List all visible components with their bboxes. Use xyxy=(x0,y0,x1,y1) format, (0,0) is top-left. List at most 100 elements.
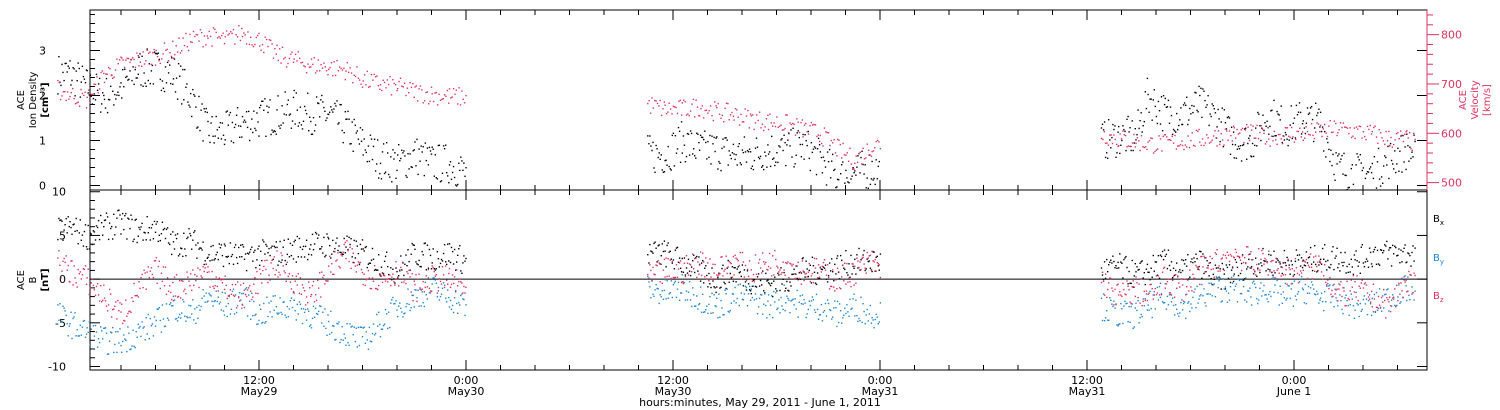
velocity-point xyxy=(812,124,814,126)
bx-point xyxy=(241,256,243,258)
bx-point xyxy=(1182,259,1185,262)
bz-point xyxy=(824,269,827,271)
velocity-point xyxy=(159,62,161,65)
density-point xyxy=(104,107,107,109)
density-point xyxy=(333,108,335,110)
density-point xyxy=(656,148,658,150)
by-point xyxy=(73,316,75,318)
velocity-point xyxy=(1404,133,1406,135)
bx-point xyxy=(1324,244,1326,246)
bx-point xyxy=(76,230,78,232)
bz-point xyxy=(1126,280,1128,282)
by-point xyxy=(387,327,389,330)
bz-point xyxy=(794,277,796,280)
by-point xyxy=(123,334,125,336)
bz-point xyxy=(1211,257,1213,260)
velocity-point xyxy=(1286,127,1289,129)
bx-point xyxy=(240,244,242,246)
velocity-point xyxy=(807,133,810,135)
bz-point xyxy=(154,259,157,262)
by-point xyxy=(331,331,333,334)
bottom-panel-frame xyxy=(89,189,1428,371)
bz-point xyxy=(93,289,96,291)
velocity-point xyxy=(818,140,821,143)
density-point xyxy=(776,152,778,154)
velocity-point xyxy=(694,116,696,118)
density-point xyxy=(1320,130,1323,133)
velocity-point xyxy=(241,27,243,30)
bz-point xyxy=(309,287,311,289)
by-point xyxy=(1139,316,1141,319)
bz-point xyxy=(676,276,679,278)
velocity-point xyxy=(705,109,708,111)
by-point xyxy=(1367,299,1370,302)
bx-point xyxy=(57,238,59,241)
velocity-point xyxy=(390,94,393,96)
bz-point xyxy=(358,262,361,264)
velocity-point xyxy=(234,43,236,45)
velocity-point xyxy=(731,111,733,114)
density-point xyxy=(240,125,242,127)
bx-point xyxy=(698,256,700,258)
velocity-point xyxy=(174,53,176,56)
density-point xyxy=(683,144,686,146)
density-point xyxy=(89,74,91,76)
by-point xyxy=(134,346,136,349)
density-point xyxy=(307,92,309,94)
density-point xyxy=(1166,106,1169,108)
velocity-point xyxy=(1134,146,1136,148)
velocity-point xyxy=(346,61,348,64)
density-point xyxy=(1194,91,1196,94)
by-point xyxy=(1131,303,1133,305)
density-point xyxy=(1356,153,1358,155)
by-point xyxy=(1353,317,1356,319)
bz-point xyxy=(1110,277,1112,280)
bx-point xyxy=(1235,261,1238,263)
density-point xyxy=(1146,77,1149,80)
bx-point xyxy=(854,258,856,260)
bz-point xyxy=(1170,294,1173,296)
density-point xyxy=(106,111,109,114)
bx-point xyxy=(776,290,778,292)
density-point xyxy=(158,58,160,61)
bx-point xyxy=(1114,267,1116,269)
bx-point xyxy=(362,248,364,250)
bz-point xyxy=(307,302,309,304)
bz-point xyxy=(848,277,850,279)
bx-point xyxy=(1119,253,1121,255)
bx-point xyxy=(1275,261,1277,263)
bz-point xyxy=(1159,282,1162,284)
bz-point xyxy=(799,271,801,273)
bx-point xyxy=(692,260,694,262)
bx-point xyxy=(1233,273,1235,275)
by-point xyxy=(194,308,196,310)
density-point xyxy=(61,63,63,66)
velocity-point xyxy=(454,93,456,95)
by-point xyxy=(1245,277,1247,279)
bz-point xyxy=(1394,288,1396,290)
bz-point xyxy=(138,281,140,283)
bx-point xyxy=(1209,262,1211,264)
bz-point xyxy=(1158,294,1161,296)
bz-point xyxy=(654,274,656,276)
bx-point xyxy=(325,254,327,257)
density-point xyxy=(1149,98,1151,100)
bz-point xyxy=(694,257,696,260)
density-point xyxy=(1129,127,1131,129)
bx-point xyxy=(162,229,165,231)
by-point xyxy=(1288,285,1290,287)
bx-point xyxy=(1206,260,1208,262)
bz-point xyxy=(194,274,196,276)
by-point xyxy=(220,309,223,311)
bz-point xyxy=(1348,299,1350,301)
bz-point xyxy=(1379,307,1382,309)
density-point xyxy=(155,52,157,55)
bx-point xyxy=(763,290,765,292)
by-point xyxy=(660,296,662,298)
bz-point xyxy=(699,251,702,253)
velocity-point xyxy=(336,59,338,62)
bz-point xyxy=(203,270,205,273)
bz-point xyxy=(766,268,768,271)
by-point xyxy=(308,310,310,312)
bz-point xyxy=(286,261,288,263)
